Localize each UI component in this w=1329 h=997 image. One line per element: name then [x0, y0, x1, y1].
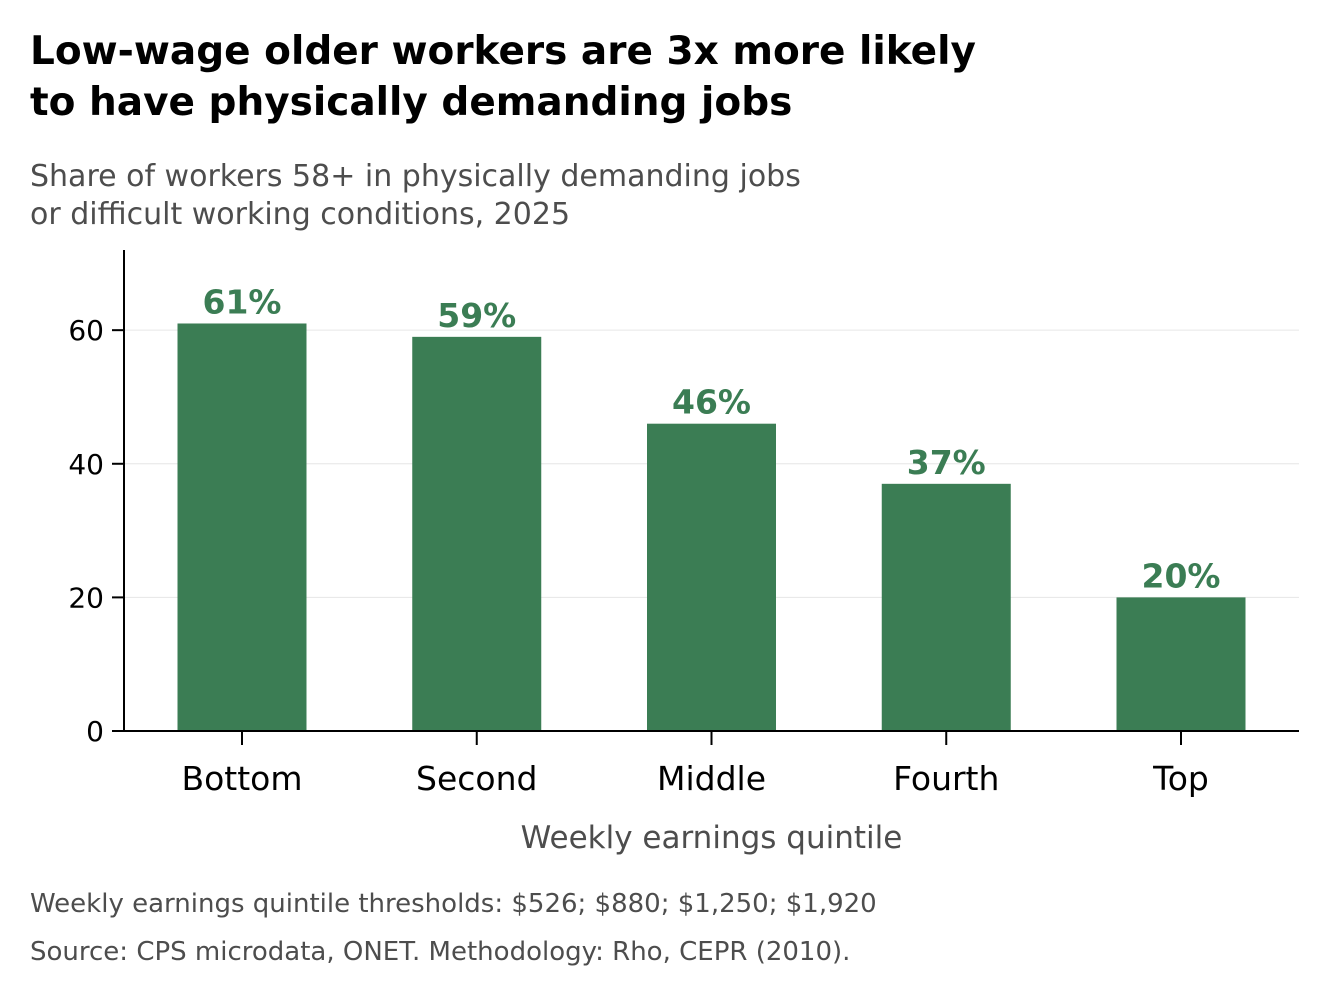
data-label-bottom: 61% — [203, 282, 282, 321]
chart-subtitle: Share of workers 58+ in physically deman… — [30, 158, 1130, 234]
x-tick-label-fourth: Fourth — [893, 759, 999, 798]
bar-middle — [647, 423, 776, 731]
bar-second — [412, 336, 542, 731]
data-label-middle: 46% — [672, 383, 751, 422]
x-tick-label-bottom: Bottom — [181, 759, 302, 798]
y-tick-label: 0 — [86, 715, 104, 748]
x-tick-label-middle: Middle — [657, 759, 766, 798]
y-tick-label: 20 — [68, 581, 104, 614]
chart-subtitle-line-2: or difficult working conditions, 2025 — [30, 197, 571, 232]
bars — [177, 323, 1246, 731]
data-label-second: 59% — [437, 296, 516, 335]
data-label-top: 20% — [1142, 556, 1221, 595]
bar-bottom — [177, 323, 307, 731]
chart-subtitle-line-1: Share of workers 58+ in physically deman… — [30, 159, 801, 194]
chart-title: Low-wage older workers are 3x more likel… — [30, 26, 1130, 128]
chart-title-line-2: to have physically demanding jobs — [30, 80, 793, 125]
chart-caption: Weekly earnings quintile thresholds: $52… — [30, 880, 1230, 976]
x-tick-label-top: Top — [1152, 759, 1209, 798]
bar-fourth — [881, 483, 1011, 731]
x-axis-title: Weekly earnings quintile — [521, 820, 903, 856]
source-note: Source: CPS microdata, ONET. Methodology… — [30, 937, 851, 967]
chart-title-line-1: Low-wage older workers are 3x more likel… — [30, 29, 976, 74]
bar-top — [1116, 597, 1246, 731]
y-tick-label: 60 — [68, 314, 104, 347]
axes: 0 20 40 60 Bottom Second Middle Fourth Top Weekly… — [68, 250, 1299, 856]
data-label-fourth: 37% — [907, 443, 986, 482]
x-tick-label-second: Second — [416, 759, 537, 798]
y-tick-label: 40 — [68, 448, 104, 481]
thresholds-note: Weekly earnings quintile thresholds: $52… — [30, 889, 877, 919]
data-labels: 61% 59% 46% 37% 20% — [203, 282, 1221, 595]
